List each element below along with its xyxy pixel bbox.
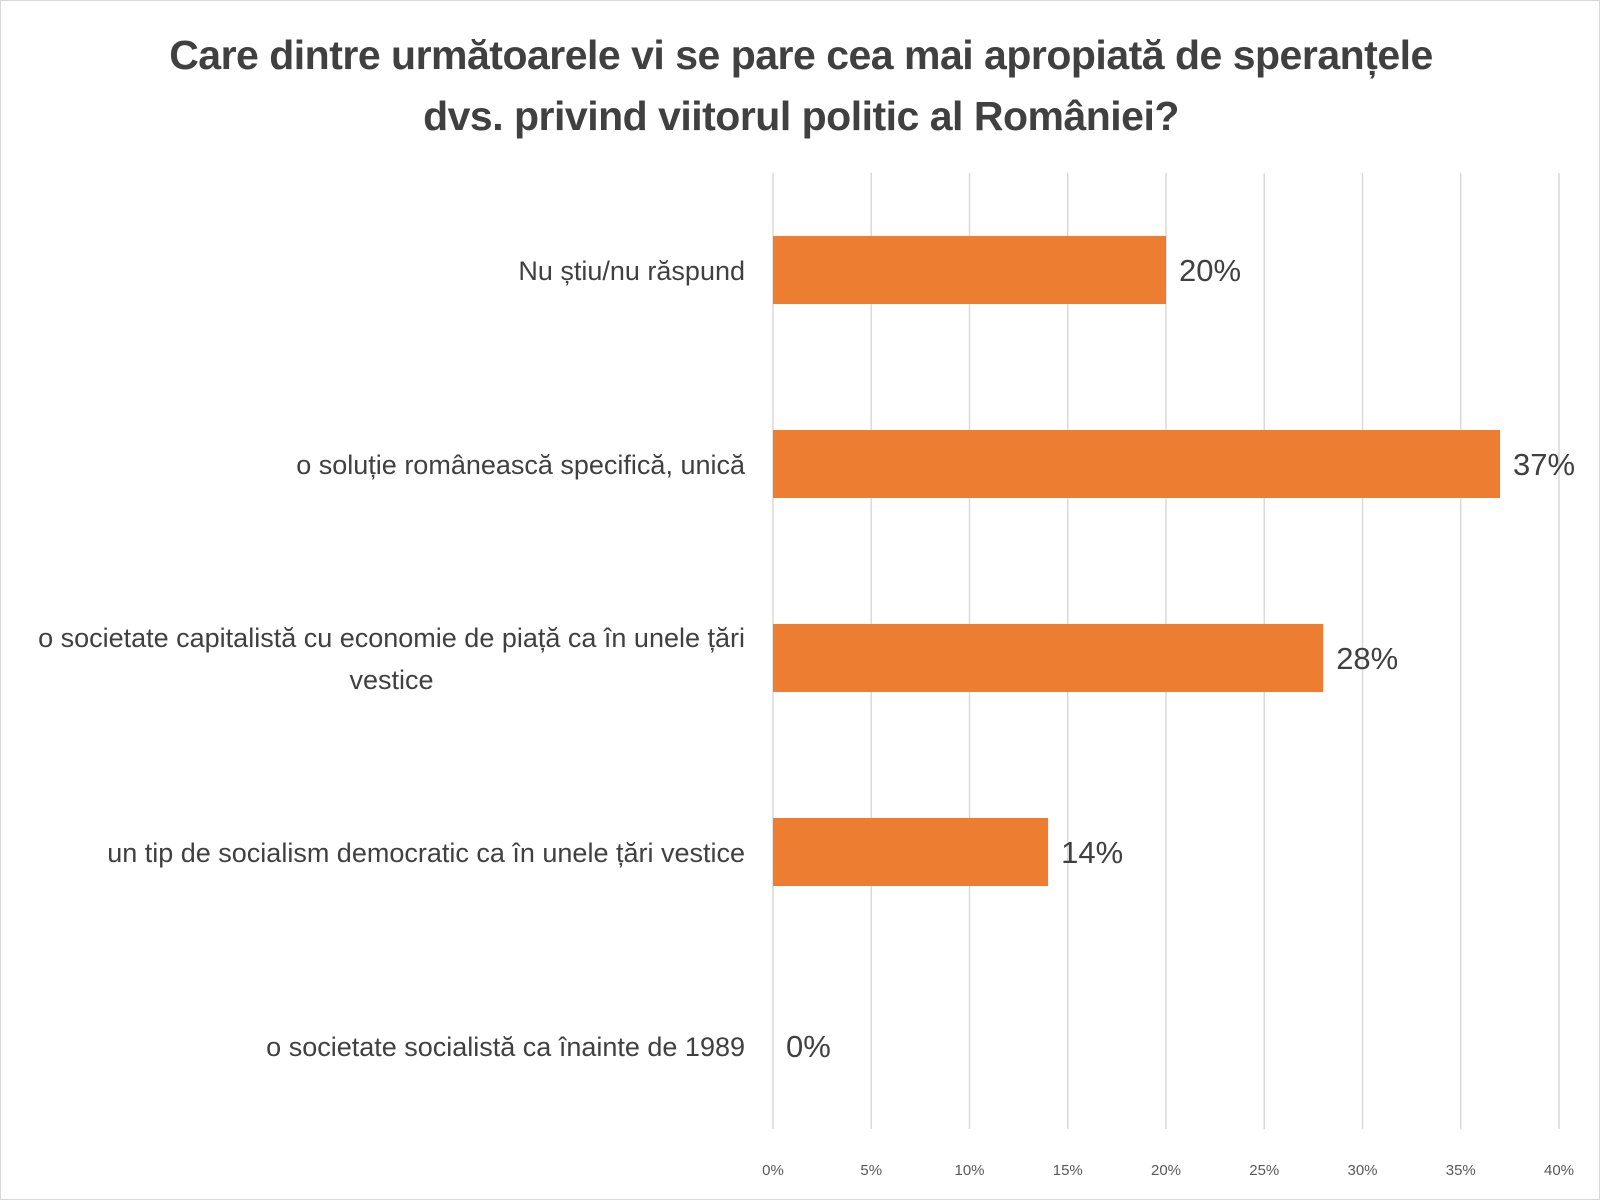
x-tick-label: 10% — [954, 1162, 984, 1179]
bar — [773, 818, 1049, 886]
x-tick-label: 25% — [1249, 1162, 1279, 1179]
bar — [773, 624, 1324, 692]
x-tick-label: 0% — [762, 1162, 784, 1179]
data-label: 37% — [1513, 447, 1575, 482]
x-tick-label: 35% — [1446, 1162, 1476, 1179]
category-label: Nu știu/nu răspund — [518, 256, 745, 286]
chart-title-line: Care dintre următoarele vi se pare cea m… — [169, 32, 1433, 78]
category-label: o soluție românească specifică, unică — [296, 450, 746, 480]
bars — [773, 236, 1501, 886]
category-labels: Nu știu/nu răspund o soluție românească s… — [38, 256, 746, 1062]
data-label: 0% — [786, 1029, 831, 1064]
category-label: o societate socialistă ca înainte de 198… — [266, 1032, 745, 1062]
x-tick-label: 15% — [1053, 1162, 1083, 1179]
category-label: o societate capitalistă cu economie de p… — [38, 623, 745, 653]
chart-title-line: dvs. privind viitorul politic al Românie… — [423, 93, 1179, 139]
x-tick-label: 20% — [1151, 1162, 1181, 1179]
x-tick-label: 40% — [1544, 1162, 1574, 1179]
chart-title: Care dintre următoarele vi se pare cea m… — [41, 25, 1561, 147]
bar — [773, 430, 1501, 498]
category-label: un tip de socialism democratic ca în une… — [107, 838, 745, 868]
data-label: 14% — [1061, 835, 1123, 870]
category-label-continuation: vestice — [350, 665, 434, 695]
bar — [773, 236, 1166, 304]
x-tick-label: 5% — [860, 1162, 882, 1179]
data-label: 28% — [1336, 641, 1398, 676]
data-labels: 20% 37% 28% 14% 0% — [786, 253, 1575, 1064]
data-label: 20% — [1179, 253, 1241, 288]
x-tick-label: 30% — [1347, 1162, 1377, 1179]
x-axis-ticks: 0% 5% 10% 15% 20% 25% 30% 35% 40% — [762, 1162, 1574, 1179]
